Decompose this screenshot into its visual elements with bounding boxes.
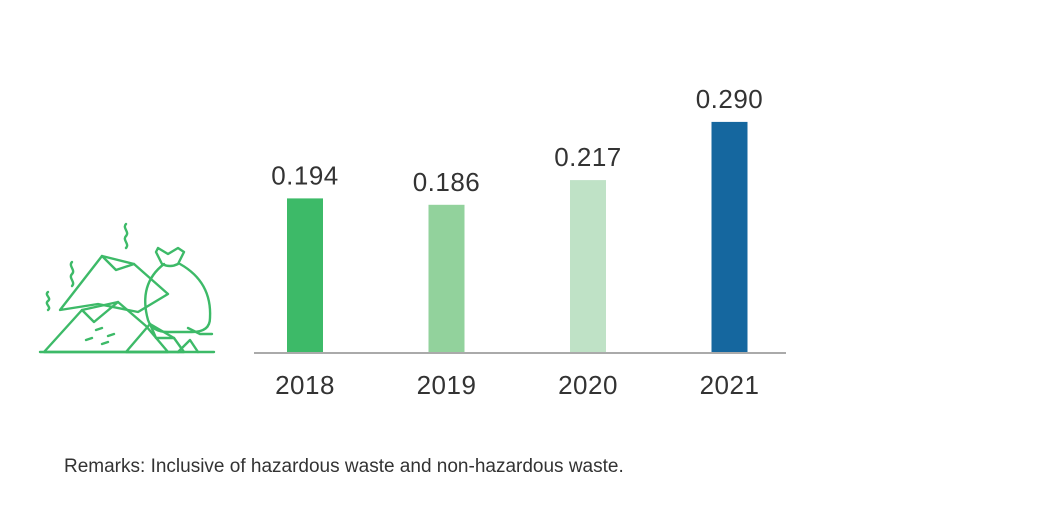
value-label-2018: 0.194	[271, 160, 339, 190]
bars-group	[287, 121, 748, 354]
x-tick-label-2020: 2020	[558, 370, 618, 400]
x-tick-label-2019: 2019	[417, 370, 477, 400]
x-tick-label-2018: 2018	[275, 370, 335, 400]
x-tick-label-2021: 2021	[700, 370, 760, 400]
bar-2020	[570, 180, 606, 353]
remarks-note: Remarks: Inclusive of hazardous waste an…	[64, 456, 624, 477]
x-tick-labels-group: 2018 2019 2020 2021	[275, 370, 759, 400]
waste-pile-icon	[38, 222, 216, 354]
value-label-2019: 0.186	[413, 167, 481, 197]
bar-2021	[711, 121, 748, 354]
bar-2018	[287, 198, 323, 353]
value-label-2021: 0.290	[696, 84, 764, 114]
value-label-2020: 0.217	[554, 142, 622, 172]
value-labels-group: 0.194 0.186 0.217 0.290	[271, 84, 763, 197]
bar-2019	[428, 204, 465, 353]
